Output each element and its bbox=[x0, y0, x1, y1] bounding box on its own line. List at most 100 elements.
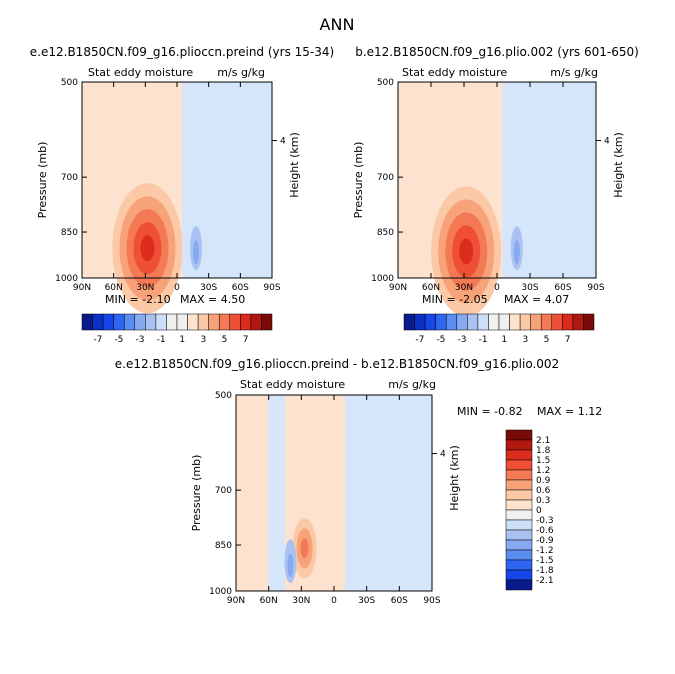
colorbar-cell bbox=[145, 313, 157, 331]
colorbar-cell bbox=[505, 569, 533, 581]
colorbar-label: -0.3 bbox=[536, 516, 554, 526]
panel-right-min-label: MIN = -2.05 bbox=[422, 293, 488, 306]
colorbar-cell bbox=[509, 313, 521, 331]
x-tick-label: 90S bbox=[423, 596, 440, 606]
y-tick-label: 700 bbox=[377, 173, 394, 183]
negative-contour bbox=[513, 240, 520, 265]
colorbar-cell bbox=[240, 313, 252, 331]
colorbar-cell bbox=[505, 579, 533, 591]
colorbar-label: 7 bbox=[243, 335, 249, 345]
panel-right-colorbar: -7 -5 -3 -1 1 3 5 7 bbox=[403, 313, 595, 345]
colorbar-cell bbox=[551, 313, 563, 331]
x-tick-label: 90S bbox=[263, 283, 280, 293]
x-tick-label: 30S bbox=[200, 283, 217, 293]
panel-right-units-label: m/s g/kg bbox=[550, 66, 598, 79]
colorbar-label: -1.8 bbox=[536, 566, 554, 576]
colorbar-cell bbox=[102, 313, 114, 331]
colorbar-label: 2.1 bbox=[536, 436, 550, 446]
colorbar-cell bbox=[498, 313, 510, 331]
panel-left-plot: 90N 60N 30N 0 30S 60S 90S 500 700 850 1000 4 Pressur… bbox=[36, 78, 301, 314]
x-tick-label: 60S bbox=[391, 596, 408, 606]
colorbar-label: -7 bbox=[93, 335, 102, 345]
y-tick-label: 1000 bbox=[55, 274, 78, 284]
colorbar-label: 1.8 bbox=[536, 446, 551, 456]
colorbar-cell bbox=[403, 313, 415, 331]
panel-left-max-label: MAX = 4.50 bbox=[180, 293, 245, 306]
x-tick-label: 60N bbox=[105, 283, 123, 293]
field-band bbox=[410, 395, 427, 591]
colorbar-label: -3 bbox=[136, 335, 145, 345]
colorbar-label: 1 bbox=[501, 335, 507, 345]
colorbar-label: 0.3 bbox=[536, 496, 550, 506]
panel-right-plot: 90N 60N 30N 0 30S 60S 90S 500 700 850 1000 4 Pressur… bbox=[352, 78, 625, 317]
panel-left-title: e.e12.B1850CN.f09_g16.plioccn.preind (yr… bbox=[30, 45, 334, 59]
colorbar-cell bbox=[505, 499, 533, 511]
positive-contour bbox=[300, 538, 309, 559]
colorbar-cell bbox=[113, 313, 125, 331]
colorbar-cell bbox=[176, 313, 188, 331]
colorbar-cell bbox=[134, 313, 146, 331]
y-tick-label: 700 bbox=[61, 173, 78, 183]
panel-left-variable-label: Stat eddy moisture bbox=[88, 66, 193, 79]
colorbar-cell bbox=[505, 439, 533, 451]
colorbar-cell bbox=[477, 313, 489, 331]
colorbar-cell bbox=[583, 313, 595, 331]
colorbar-cell bbox=[197, 313, 209, 331]
colorbar-cell bbox=[505, 539, 533, 551]
colorbar-label: -5 bbox=[114, 335, 123, 345]
colorbar-label: -1.2 bbox=[536, 546, 554, 556]
colorbar-label: -3 bbox=[458, 335, 467, 345]
x-tick-label: 30S bbox=[358, 596, 375, 606]
x-tick-label: 60S bbox=[554, 283, 571, 293]
colorbar-label: -0.9 bbox=[536, 536, 554, 546]
colorbar-label: 5 bbox=[222, 335, 228, 345]
colorbar-label: 1 bbox=[179, 335, 185, 345]
y-tick-label: 850 bbox=[61, 228, 78, 238]
colorbar-cell bbox=[81, 313, 93, 331]
x-tick-label: 90S bbox=[587, 283, 604, 293]
colorbar-cell bbox=[155, 313, 167, 331]
panel-diff-min-label: MIN = -0.82 bbox=[457, 405, 523, 418]
x-tick-label: 30N bbox=[136, 283, 154, 293]
colorbar-label: 1.2 bbox=[536, 466, 550, 476]
colorbar-label: 5 bbox=[544, 335, 550, 345]
y-axis-title: Pressure (mb) bbox=[190, 455, 203, 532]
x-tick-label: 60N bbox=[260, 596, 278, 606]
right-axis-title: Height (km) bbox=[448, 445, 461, 511]
colorbar-label: -7 bbox=[415, 335, 424, 345]
panel-diff-plot: 90N 60N 30N 0 30S 60S 90S 500 700 850 1000 4 Pressur… bbox=[190, 391, 461, 606]
figure-title: ANN bbox=[320, 15, 355, 34]
y-tick-label: 850 bbox=[215, 541, 232, 551]
colorbar-cell bbox=[505, 559, 533, 571]
colorbar-label: 0 bbox=[536, 506, 542, 516]
x-tick-label: 0 bbox=[494, 283, 500, 293]
colorbar-cell bbox=[505, 459, 533, 471]
colorbar-cell bbox=[208, 313, 220, 331]
x-tick-label: 30S bbox=[521, 283, 538, 293]
colorbar-cell bbox=[505, 449, 533, 461]
panel-left-min-label: MIN = -2.10 bbox=[105, 293, 171, 306]
colorbar-cell bbox=[562, 313, 574, 331]
right-axis-title: Height (km) bbox=[612, 132, 625, 198]
x-tick-label: 60S bbox=[232, 283, 249, 293]
colorbar-cell bbox=[218, 313, 231, 331]
colorbar-cell bbox=[187, 313, 199, 331]
colorbar-label: 0.6 bbox=[536, 486, 551, 496]
colorbar-label: 3 bbox=[201, 335, 207, 345]
colorbar-label: 3 bbox=[523, 335, 529, 345]
x-tick-label: 0 bbox=[174, 283, 180, 293]
negative-contour bbox=[193, 240, 199, 265]
x-tick-label: 90N bbox=[389, 283, 407, 293]
colorbar-cell bbox=[505, 549, 533, 561]
y-tick-label: 1000 bbox=[371, 274, 394, 284]
colorbar-label: 7 bbox=[565, 335, 571, 345]
y-tick-label: 500 bbox=[215, 391, 232, 401]
colorbar-cell bbox=[505, 469, 533, 481]
colorbar-label: 1.5 bbox=[536, 456, 550, 466]
panel-diff-max-label: MAX = 1.12 bbox=[537, 405, 602, 418]
colorbar-cell bbox=[540, 313, 553, 331]
field-band bbox=[268, 395, 285, 591]
colorbar-cell bbox=[229, 313, 241, 331]
colorbar-label: -5 bbox=[436, 335, 445, 345]
